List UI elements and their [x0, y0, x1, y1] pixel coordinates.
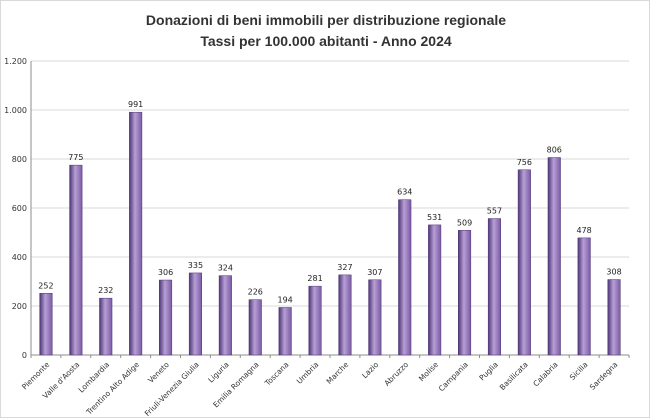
bar — [39, 293, 53, 356]
x-tick-label: Basilicata — [498, 360, 530, 392]
data-label: 806 — [547, 146, 562, 155]
y-tick-label: 0 — [22, 351, 27, 360]
bar — [308, 285, 322, 356]
data-label: 232 — [98, 286, 113, 295]
bar — [188, 272, 202, 356]
x-tick-label: Calabria — [531, 360, 559, 388]
x-tick-label: Molise — [417, 360, 440, 383]
bar — [99, 297, 113, 356]
chart-title: Donazioni di beni immobili per distribuz… — [146, 12, 506, 28]
bar — [368, 279, 382, 356]
y-tick-label: 800 — [12, 155, 27, 164]
x-tick-label: Veneto — [146, 360, 171, 385]
bar — [218, 275, 232, 356]
data-label: 324 — [218, 264, 233, 273]
data-label: 335 — [188, 261, 203, 270]
x-tick-label: Marche — [325, 360, 351, 386]
bars — [39, 111, 621, 356]
y-tick-label: 1.200 — [4, 57, 27, 66]
bar — [338, 274, 352, 356]
x-tick-label: Umbria — [295, 360, 321, 386]
data-labels: 252 775 232 991 306 335 324 226 194 281 327 307 634 5… — [38, 100, 621, 304]
bar — [517, 169, 531, 356]
bar — [458, 230, 472, 356]
y-tick-label: 1.000 — [4, 106, 27, 115]
data-label: 306 — [158, 268, 173, 277]
data-label: 557 — [487, 207, 502, 216]
x-tick-label: Abruzzo — [382, 360, 410, 388]
data-label: 281 — [307, 274, 322, 283]
data-label: 307 — [367, 268, 382, 277]
bar — [129, 111, 143, 356]
x-tick-label: Puglia — [477, 360, 499, 382]
gridlines — [31, 60, 629, 307]
data-label: 478 — [577, 226, 592, 235]
data-label: 775 — [68, 153, 83, 162]
data-label: 531 — [427, 213, 442, 222]
data-label: 194 — [278, 295, 293, 304]
data-label: 327 — [337, 263, 352, 272]
y-tick-label: 400 — [12, 253, 27, 262]
bar — [69, 164, 83, 356]
data-label: 226 — [248, 288, 263, 297]
y-tick-label: 600 — [12, 204, 27, 213]
x-tick-label: Lazio — [360, 360, 380, 380]
bar — [547, 157, 561, 356]
bar — [248, 299, 262, 356]
data-label: 509 — [457, 218, 472, 227]
bar — [487, 218, 501, 356]
bar — [278, 307, 292, 356]
bar — [607, 279, 621, 356]
bar — [428, 224, 442, 356]
y-tick-label: 200 — [12, 302, 27, 311]
data-label: 252 — [38, 281, 53, 290]
data-label: 756 — [517, 158, 532, 167]
x-tick-label: Sicilia — [568, 360, 590, 382]
data-label: 634 — [397, 188, 412, 197]
bar — [577, 237, 591, 356]
bar — [398, 199, 412, 356]
x-tick-label: Toscana — [262, 360, 290, 388]
data-label: 991 — [128, 100, 143, 109]
x-tick-label: Trentino Alto Adige — [84, 360, 141, 417]
x-tick-label: Campania — [437, 360, 470, 393]
x-tick-label: Friuli-Venezia Giulia — [143, 360, 201, 418]
x-tick-label: Sardegna — [588, 360, 620, 392]
x-tick-label: Liguria — [206, 360, 230, 384]
chart-subtitle: Tassi per 100.000 abitanti - Anno 2024 — [200, 33, 452, 49]
bar — [159, 279, 173, 356]
x-tick-label: Piemonte — [20, 360, 52, 392]
data-label: 308 — [606, 268, 621, 277]
